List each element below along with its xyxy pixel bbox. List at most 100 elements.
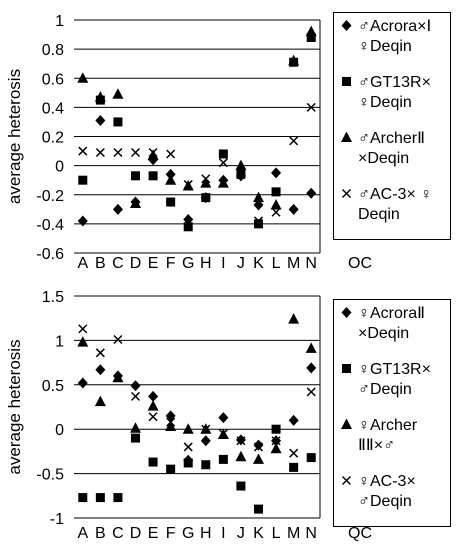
legend-square-icon — [342, 364, 351, 373]
panel-label: OC — [348, 255, 372, 272]
x-tick-label: A — [77, 255, 88, 272]
data-point-triangle — [217, 177, 229, 188]
x-tick-label: C — [112, 525, 124, 542]
data-point-triangle — [235, 159, 247, 171]
data-point-triangle — [77, 72, 89, 83]
x-tick-label: G — [182, 525, 194, 542]
data-point-x — [253, 216, 264, 226]
x-tick-label: L — [272, 525, 281, 542]
x-tick-label: N — [305, 525, 317, 542]
data-point-diamond — [288, 203, 299, 215]
data-point-x — [201, 424, 211, 434]
oc-chart-legend: ♂Acrora×Ⅰ ♀Deqin ♂GT13R× ♀Deqin ♂ArcherⅡ ×… — [333, 12, 451, 240]
data-point-diamond — [95, 364, 106, 376]
data-point-triangle — [112, 88, 124, 99]
data-point-x — [78, 146, 88, 156]
y-tick-label: -0.2 — [36, 188, 64, 205]
x-tick-label: J — [237, 525, 245, 542]
x-tick-label: B — [95, 525, 106, 542]
data-point-diamond — [130, 380, 141, 392]
data-point-square — [254, 504, 263, 514]
data-point-square — [236, 169, 246, 179]
data-point-x — [218, 429, 228, 439]
data-point-triangle — [253, 191, 264, 203]
data-point-triangle — [165, 420, 177, 432]
data-point-x — [201, 174, 211, 184]
data-point-square — [306, 32, 316, 42]
data-point-triangle — [253, 453, 264, 464]
data-point-triangle — [77, 336, 89, 347]
legend-marker — [341, 475, 352, 486]
data-point-diamond — [148, 390, 159, 402]
data-point-square — [148, 457, 158, 467]
legend-label: ♀AcroraⅡ ×Deqin — [358, 305, 425, 342]
data-point-square — [113, 117, 123, 127]
data-point-diamond — [288, 414, 299, 426]
y-axis-label: average heterosis — [5, 339, 24, 474]
data-point-triangle — [130, 422, 141, 433]
data-point-triangle — [270, 198, 282, 210]
x-tick-label: N — [305, 255, 317, 272]
data-point-triangle — [130, 197, 141, 208]
legend-marker — [341, 131, 352, 142]
legend-square-icon — [342, 77, 351, 86]
x-tick-label: M — [287, 255, 300, 272]
data-point-diamond — [271, 167, 282, 179]
data-point-x — [113, 147, 123, 158]
data-point-diamond — [112, 203, 123, 215]
legend-x-icon — [341, 188, 352, 199]
x-tick-label: M — [287, 525, 300, 542]
x-tick-label: H — [200, 525, 212, 542]
legend-marker — [341, 20, 352, 31]
legend-label: ♂Acrora×Ⅰ ♀Deqin — [358, 18, 432, 55]
y-tick-label: 1.5 — [42, 289, 64, 306]
qc-chart-panel: 1.5 1 0.5 0 -0.5 -1 average heterosis A B C D E F G H I… — [0, 273, 457, 546]
x-tick-label: F — [166, 255, 176, 272]
y-tick-label: 0.8 — [42, 42, 64, 59]
data-point-square — [183, 458, 193, 468]
legend-label: ♂GT13R× ♀Deqin — [358, 74, 431, 111]
data-point-diamond — [306, 187, 317, 199]
y-tick-label: 0 — [55, 422, 64, 439]
data-point-x — [289, 448, 299, 458]
x-tick-label: G — [182, 255, 194, 272]
legend-marker — [342, 77, 351, 86]
data-point-triangle — [200, 177, 212, 188]
data-point-x — [95, 147, 105, 158]
data-point-x — [166, 149, 176, 159]
data-point-x — [306, 102, 316, 112]
data-point-diamond — [165, 410, 176, 422]
legend-marker — [341, 188, 352, 199]
data-point-x — [148, 412, 158, 422]
x-tick-label: E — [148, 525, 159, 542]
data-point-square — [254, 219, 263, 229]
y-tick-label: 1 — [55, 333, 64, 350]
legend-label: ♀AC-3× ♂Deqin — [358, 473, 416, 510]
qc-chart-legend: ♀AcroraⅡ ×Deqin ♀GT13R× ♂Deqin ♀Archer ⅡⅡ×… — [333, 299, 451, 527]
data-point-square — [166, 464, 176, 474]
data-point-triangle — [288, 313, 300, 324]
data-point-square — [166, 197, 176, 207]
data-point-triangle — [147, 149, 159, 160]
data-point-x — [236, 436, 246, 446]
data-point-triangle — [94, 91, 106, 102]
data-point-square — [201, 193, 211, 203]
data-point-x — [78, 324, 88, 334]
data-point-x — [183, 180, 193, 190]
y-tick-label: 0.2 — [42, 130, 64, 147]
data-point-triangle — [288, 54, 300, 66]
legend-label: ♂ArcherⅡ ×Deqin — [358, 130, 425, 167]
data-point-diamond — [77, 215, 88, 227]
data-point-square — [183, 222, 193, 232]
data-point-triangle — [112, 371, 124, 383]
y-tick-label: 0 — [55, 159, 64, 176]
legend-marker — [341, 307, 352, 318]
y-tick-label: 0.6 — [42, 71, 64, 88]
x-tick-label: D — [130, 525, 142, 542]
oc-chart-plot: 1 0.8 0.6 0.4 0.2 0 -0.2 -0.4 -0.6 average hetero… — [5, 13, 372, 272]
x-tick-label: I — [221, 525, 225, 542]
data-point-triangle — [305, 342, 317, 353]
data-point-x — [306, 387, 316, 397]
data-point-x — [95, 348, 105, 358]
